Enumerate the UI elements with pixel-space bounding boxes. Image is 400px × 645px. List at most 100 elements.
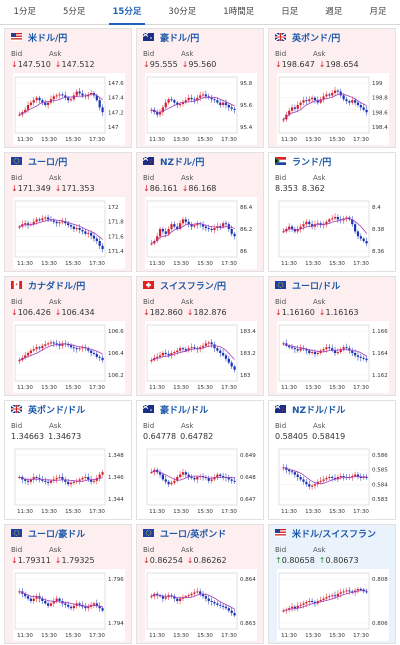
candle-body <box>47 481 50 483</box>
tab-0[interactable]: 1分足 <box>13 7 36 17</box>
candle-body <box>150 472 153 474</box>
ask-label: Ask <box>313 50 326 58</box>
y-tick-label: 171.8 <box>108 220 124 226</box>
rate-card[interactable]: ユーロ/豪ドル Bid Ask ↓1.79311 ↓1.79325 1.796 1.794 1… <box>4 524 132 644</box>
card-header: 豪ドル/ドル <box>137 401 263 417</box>
candlestick-chart[interactable]: 1.348 1.346 1.344 11:30 13:30 15:30 17:30 <box>13 445 125 517</box>
x-tick-label: 15:30 <box>197 137 213 143</box>
candlestick-chart[interactable]: 95.8 95.6 95.4 11:30 13:30 15:30 17:30 <box>145 73 257 145</box>
x-tick-label: 17:30 <box>89 509 105 515</box>
rate-card[interactable]: ユーロ/ドル Bid Ask ↓1.16160 ↓1.16163 1.166 1.164 1.… <box>268 276 396 396</box>
x-tick-label: 13:30 <box>305 137 321 143</box>
candlestick-chart[interactable]: 0.586 0.585 0.584 0.583 11:30 13:30 15:30 17:30 <box>277 445 389 517</box>
rate-card[interactable]: NZドル/ドル Bid Ask 0.58405 0.58419 0.586 0.585 0.5… <box>268 400 396 520</box>
tab-4[interactable]: 1時間足 <box>223 7 255 17</box>
pair-name[interactable]: NZドル/円 <box>160 157 205 168</box>
candle-body <box>222 223 225 227</box>
rate-card[interactable]: 英ポンド/円 Bid Ask ↓198.647 ↓198.654 199 198.8 198.… <box>268 28 396 148</box>
x-tick-label: 15:30 <box>329 385 345 391</box>
pair-name[interactable]: NZドル/ドル <box>292 405 346 416</box>
rate-card[interactable]: 豪ドル/ドル Bid Ask 0.64778 0.64782 0.649 0.648 0.64… <box>136 400 264 520</box>
rate-card[interactable]: 豪ドル/円 Bid Ask ↓95.555 ↓95.560 95.8 95.6 95.4 11:… <box>136 28 264 148</box>
rate-card[interactable]: カナダドル/円 Bid Ask ↓106.426 ↓106.434 106.6 106.4 1… <box>4 276 132 396</box>
pair-name[interactable]: 英ポンド/円 <box>292 33 341 44</box>
candlestick-chart[interactable]: 8.4 8.38 8.36 11:30 13:30 15:30 17:30 <box>277 197 389 269</box>
y-tick-label: 95.6 <box>240 103 253 109</box>
up-arrow-icon: ↑ <box>318 556 326 565</box>
y-tick-label: 171.4 <box>108 249 124 255</box>
candlestick-chart[interactable]: 86.4 86.2 86 11:30 13:30 15:30 17:30 <box>145 197 257 269</box>
ask-number: 95.560 <box>188 60 217 69</box>
candle-body <box>213 99 216 101</box>
tab-5[interactable]: 日足 <box>281 7 299 17</box>
pair-name[interactable]: カナダドル/円 <box>28 281 86 292</box>
pair-name[interactable]: スイスフラン/円 <box>160 281 227 292</box>
candle-body <box>308 99 311 102</box>
candlestick-chart[interactable]: 1.166 1.164 1.162 11:30 13:30 15:30 17:30 <box>277 321 389 393</box>
price-values: ↓182.860 ↓182.876 <box>143 308 231 317</box>
candle-body <box>282 231 285 233</box>
candle-body <box>69 482 73 485</box>
candle-body <box>305 601 308 604</box>
price-values: 0.58405 0.58419 <box>275 432 349 441</box>
pair-name[interactable]: 英ポンド/ドル <box>28 405 86 416</box>
candle-body <box>359 356 362 358</box>
candle-body <box>325 597 328 599</box>
candle-body <box>29 479 32 482</box>
tab-6[interactable]: 週足 <box>325 7 343 17</box>
candle-body <box>32 598 35 601</box>
pair-name[interactable]: ユーロ/英ポンド <box>160 529 227 540</box>
x-tick-label: 17:30 <box>353 261 369 267</box>
bid-value: ↓1.79311 <box>11 556 51 565</box>
ask-label: Ask <box>313 298 326 306</box>
candlestick-chart[interactable]: 0.649 0.648 0.647 11:30 13:30 15:30 17:30 <box>145 445 257 517</box>
x-tick-label: 15:30 <box>329 261 345 267</box>
pair-name[interactable]: 豪ドル/円 <box>160 33 200 44</box>
rate-card[interactable]: スイスフラン/円 Bid Ask ↓182.860 ↓182.876 183.4 183.2… <box>136 276 264 396</box>
candle-body <box>328 477 331 478</box>
chart-svg: 1.348 1.346 1.344 11:30 13:30 15:30 17:30 <box>14 448 124 515</box>
ask-number: 0.64782 <box>180 432 214 441</box>
x-tick-label: 11:30 <box>17 633 33 639</box>
candlestick-chart[interactable]: 199 198.8 198.6 198.4 11:30 13:30 15:30 17:30 <box>277 73 389 145</box>
bid-number: 1.16160 <box>281 308 315 317</box>
pair-name[interactable]: 豪ドル/ドル <box>160 405 209 416</box>
pair-name[interactable]: ユーロ/円 <box>28 157 68 168</box>
tab-2[interactable]: 15分足 <box>99 0 155 25</box>
rate-card[interactable]: ユーロ/英ポンド Bid Ask ↓0.86254 ↓0.86262 0.864 0.863… <box>136 524 264 644</box>
candle-body <box>24 355 27 358</box>
pair-name[interactable]: ユーロ/豪ドル <box>28 529 86 540</box>
candlestick-chart[interactable]: 0.808 0.806 11:30 13:30 15:30 17:30 <box>277 569 389 641</box>
price-labels: Bid Ask <box>11 174 87 182</box>
price-labels: Bid Ask <box>275 174 351 182</box>
currency-flag-icon <box>143 281 154 289</box>
candlestick-chart[interactable]: 1.796 1.794 11:30 13:30 15:30 17:30 <box>13 569 125 641</box>
candlestick-chart[interactable]: 106.6 106.4 106.2 11:30 13:30 15:30 17:30 <box>13 321 125 393</box>
rate-card[interactable]: NZドル/円 Bid Ask ↓86.161 ↓86.168 86.4 86.2 86 11:3… <box>136 152 264 272</box>
rate-card[interactable]: 米ドル/円 Bid Ask ↓147.510 ↓147.512 147.6 147.4 147… <box>4 28 132 148</box>
candlestick-chart[interactable]: 0.864 0.863 11:30 13:30 15:30 17:30 <box>145 569 257 641</box>
pair-name[interactable]: 米ドル/スイスフラン <box>292 529 377 540</box>
candle-body <box>187 221 190 225</box>
candlestick-chart[interactable]: 147.6 147.4 147.2 147 11:30 13:30 15:30 17:30 <box>13 73 125 145</box>
candlestick-chart[interactable]: 172 171.8 171.6 171.4 11:30 13:30 15:30 17:30 <box>13 197 125 269</box>
ask-label: Ask <box>49 422 62 430</box>
price-labels: Bid Ask <box>143 174 219 182</box>
down-arrow-icon: ↓ <box>275 308 282 317</box>
y-tick-label: 147 <box>108 125 119 131</box>
pair-name[interactable]: ユーロ/ドル <box>292 281 341 292</box>
rate-card[interactable]: ユーロ/円 Bid Ask ↓171.349 ↓171.353 172 171.8 171.6… <box>4 152 132 272</box>
pair-name[interactable]: 米ドル/円 <box>28 33 68 44</box>
tab-3[interactable]: 30分足 <box>168 7 197 17</box>
rate-card[interactable]: 英ポンド/ドル Bid Ask 1.34663 1.34673 1.348 1.346 1.3… <box>4 400 132 520</box>
candle-body <box>311 224 314 227</box>
candlestick-chart[interactable]: 183.4 183.2 183 11:30 13:30 15:30 17:30 <box>145 321 257 393</box>
pair-name[interactable]: ランド/円 <box>292 157 332 168</box>
candle-body <box>41 598 44 601</box>
tab-1[interactable]: 5分足 <box>63 7 86 17</box>
rate-card[interactable]: ランド/円 Bid Ask 8.353 8.362 8.4 8.38 8.36 11:30 13:… <box>268 152 396 272</box>
tab-7[interactable]: 月足 <box>369 7 387 17</box>
bid-number: 171.349 <box>17 184 51 193</box>
card-header: スイスフラン/円 <box>137 277 263 293</box>
rate-card[interactable]: 米ドル/スイスフラン Bid Ask ↑0.80658 ↑0.80673 0.808 0.8… <box>268 524 396 644</box>
